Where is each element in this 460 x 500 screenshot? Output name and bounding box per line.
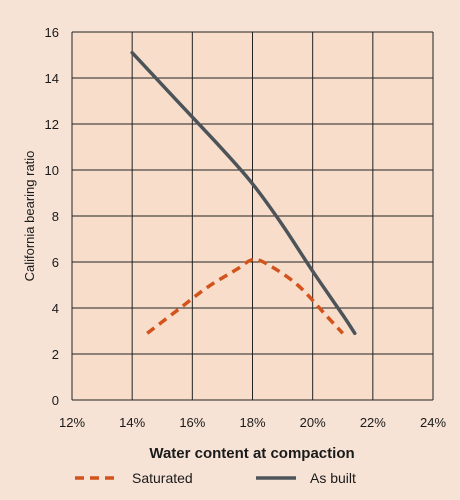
y-tick-label: 10 <box>45 163 59 178</box>
y-tick-label: 14 <box>45 71 59 86</box>
series-lines <box>130 50 357 336</box>
x-axis-title: Water content at compaction <box>149 445 354 462</box>
y-tick-label: 8 <box>52 209 59 224</box>
y-tick-label: 4 <box>52 301 59 316</box>
x-tick-label: 18% <box>239 415 265 430</box>
x-axis-ticks: 12% 14% 16% 18% 20% 22% 24% <box>59 415 446 430</box>
x-tick-label: 20% <box>300 415 326 430</box>
series-line-as-built <box>130 50 357 336</box>
x-tick-label: 12% <box>59 415 85 430</box>
x-tick-label: 24% <box>420 415 446 430</box>
x-tick-label: 22% <box>360 415 386 430</box>
x-tick-label: 14% <box>119 415 145 430</box>
legend: Saturated As built <box>75 470 356 486</box>
y-tick-label: 0 <box>52 393 59 408</box>
y-axis-title: California bearing ratio <box>22 151 37 282</box>
legend-label-saturated: Saturated <box>132 470 193 486</box>
x-tick-label: 16% <box>179 415 205 430</box>
y-tick-label: 6 <box>52 255 59 270</box>
series-line-saturated <box>146 257 345 335</box>
y-axis-ticks: 0 2 4 6 8 10 12 14 16 <box>45 25 59 408</box>
y-tick-label: 12 <box>45 117 59 132</box>
y-tick-label: 16 <box>45 25 59 40</box>
legend-label-as-built: As built <box>310 470 356 486</box>
y-tick-label: 2 <box>52 347 59 362</box>
gridlines <box>71 31 434 401</box>
